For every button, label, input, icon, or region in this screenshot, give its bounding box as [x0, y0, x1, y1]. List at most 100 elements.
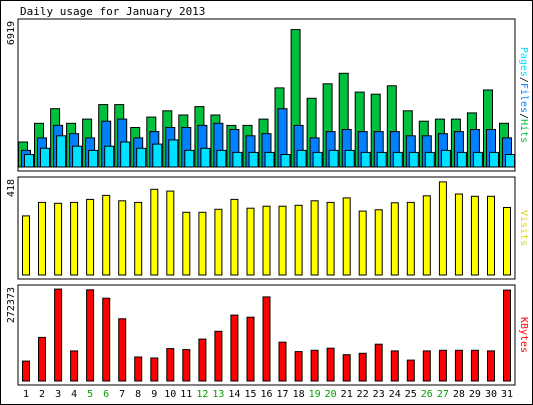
bar-pages-day-19 — [312, 151, 323, 168]
bar-pages-day-10 — [168, 139, 179, 168]
bar-kbytes-day-30 — [487, 350, 495, 382]
x-tick-label: 28 — [453, 389, 465, 400]
bar-visits-day-14 — [230, 198, 239, 276]
bar-visits-day-28 — [454, 193, 463, 276]
bar-visits-day-22 — [358, 210, 367, 276]
bar-visits-day-19 — [310, 200, 319, 276]
legend-entry-files: Files — [518, 83, 529, 113]
bar-visits-day-6 — [102, 194, 111, 276]
bar-visits-day-15 — [246, 207, 255, 276]
bar-pages-day-18 — [296, 149, 307, 168]
legend-kbytes: KBytes — [518, 317, 529, 353]
bar-kbytes-day-31 — [503, 289, 511, 382]
x-tick-label: 3 — [55, 389, 61, 400]
bar-visits-day-3 — [54, 202, 63, 276]
bar-pages-day-30 — [489, 151, 499, 168]
bar-kbytes-day-15 — [246, 316, 255, 382]
bar-pages-day-23 — [376, 151, 387, 168]
bar-kbytes-day-11 — [182, 349, 191, 382]
x-tick-label: 30 — [485, 389, 497, 400]
bar-visits-day-2 — [38, 201, 46, 276]
legend-separator: / — [518, 77, 529, 83]
x-tick-label: 2 — [39, 389, 45, 400]
bar-visits-day-29 — [470, 195, 479, 276]
legend-entry-kbytes: KBytes — [518, 317, 529, 353]
x-tick-label: 11 — [180, 389, 192, 400]
x-tick-label: 5 — [87, 389, 93, 400]
bar-kbytes-day-3 — [54, 288, 63, 382]
bar-visits-day-21 — [342, 197, 351, 276]
bar-pages-day-20 — [328, 149, 339, 168]
bar-visits-day-23 — [374, 209, 383, 276]
x-tick-label: 4 — [71, 389, 77, 400]
bar-visits-day-4 — [70, 201, 79, 276]
bar-kbytes-day-18 — [294, 351, 303, 382]
x-tick-label: 24 — [389, 389, 401, 400]
bar-pages-day-22 — [360, 151, 371, 168]
bar-visits-day-10 — [166, 190, 175, 276]
bar-kbytes-day-12 — [198, 338, 207, 382]
bar-visits-day-24 — [390, 202, 399, 276]
bar-visits-day-11 — [182, 211, 191, 276]
x-tick-label: 6 — [103, 389, 109, 400]
bar-visits-day-26 — [422, 195, 431, 276]
bar-kbytes-day-14 — [230, 314, 239, 382]
bar-kbytes-day-2 — [38, 336, 46, 382]
legend-separator: / — [518, 113, 529, 119]
bar-pages-day-27 — [440, 149, 451, 168]
bar-kbytes-day-7 — [118, 318, 127, 382]
x-tick-label: 1 — [23, 389, 29, 400]
x-tick-label: 7 — [119, 389, 125, 400]
bar-kbytes-day-20 — [326, 347, 335, 382]
series-pages — [24, 135, 515, 168]
bar-visits-day-13 — [214, 208, 223, 276]
bar-pages-day-8 — [136, 147, 147, 168]
x-tick-label: 14 — [228, 389, 240, 400]
bar-kbytes-day-23 — [374, 343, 383, 382]
bar-pages-day-28 — [456, 151, 467, 168]
bar-pages-day-29 — [472, 151, 483, 168]
x-tick-label: 23 — [373, 389, 385, 400]
series-visits — [22, 181, 511, 276]
x-tick-label: 31 — [501, 389, 513, 400]
bar-kbytes-day-19 — [310, 349, 319, 382]
bar-pages-day-4 — [72, 145, 83, 168]
bar-pages-day-12 — [200, 147, 211, 168]
legend-entry-hits: Hits — [518, 119, 529, 143]
x-tick-label: 17 — [276, 389, 288, 400]
bar-pages-day-5 — [88, 149, 99, 168]
bar-kbytes-day-1 — [22, 360, 30, 382]
bar-visits-day-7 — [118, 200, 127, 276]
y-max-label-pages-files-hits: 6919 — [6, 21, 17, 45]
bar-kbytes-day-24 — [390, 350, 399, 382]
bar-kbytes-day-21 — [342, 354, 351, 382]
legend-entry-pages: Pages — [518, 47, 529, 77]
bar-pages-day-2 — [40, 147, 50, 168]
x-tick-label: 13 — [212, 389, 224, 400]
x-tick-label: 10 — [164, 389, 176, 400]
x-tick-label: 19 — [309, 389, 321, 400]
bar-kbytes-day-27 — [438, 349, 447, 382]
chart-title: Daily usage for January 2013 — [20, 5, 205, 18]
bar-kbytes-day-22 — [358, 352, 367, 382]
legend-pages-files-hits: Pages/Files/Hits — [518, 47, 529, 143]
bar-pages-day-31 — [505, 154, 515, 168]
panel-visits: 418 Visits — [6, 176, 529, 280]
bar-visits-day-9 — [150, 188, 159, 276]
bar-pages-day-26 — [424, 151, 435, 168]
bar-visits-day-18 — [294, 204, 303, 276]
x-tick-label: 18 — [293, 389, 305, 400]
bar-pages-day-6 — [104, 145, 115, 168]
bar-kbytes-day-5 — [86, 289, 95, 382]
bar-kbytes-day-26 — [422, 350, 431, 382]
bar-visits-day-5 — [86, 198, 95, 276]
bar-kbytes-day-4 — [70, 350, 79, 382]
bar-kbytes-day-16 — [262, 296, 271, 382]
bar-pages-day-1 — [24, 154, 34, 168]
x-tick-label: 21 — [341, 389, 353, 400]
bar-pages-day-25 — [408, 151, 419, 168]
y-max-label-kbytes: 272373 — [6, 287, 17, 323]
bar-visits-day-30 — [487, 195, 495, 276]
